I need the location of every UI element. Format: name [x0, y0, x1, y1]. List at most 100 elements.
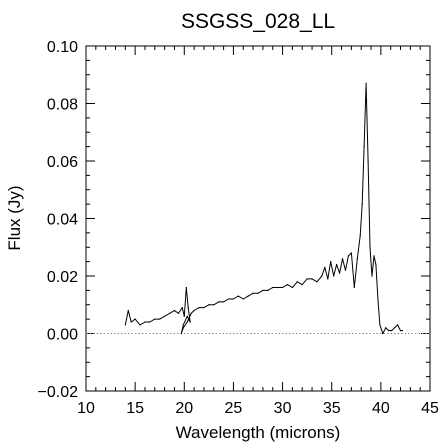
- data-point: [373, 255, 375, 257]
- data-point: [173, 309, 176, 312]
- data-point: [385, 327, 387, 329]
- data-point: [223, 301, 225, 303]
- data-point: [363, 146, 365, 148]
- data-point: [311, 278, 313, 280]
- x-tick-label: 30: [274, 400, 292, 417]
- data-point: [257, 292, 259, 294]
- data-point: [375, 263, 377, 266]
- plot-frame: [85, 45, 431, 392]
- data-point: [127, 309, 129, 312]
- data-point: [237, 295, 239, 297]
- data-point: [124, 324, 126, 326]
- data-point: [324, 266, 326, 268]
- data-point: [336, 263, 338, 266]
- data-point: [208, 304, 210, 306]
- data-point: [388, 330, 390, 332]
- data-point: [182, 327, 184, 329]
- data-point: [344, 269, 347, 271]
- chart-title: SSGSS_028_LL: [181, 10, 335, 33]
- data-point: [321, 275, 323, 277]
- data-point: [130, 321, 132, 323]
- data-point: [353, 286, 355, 289]
- data-point: [350, 252, 352, 254]
- data-point: [168, 312, 171, 314]
- data-point: [232, 298, 235, 300]
- x-axis-label: Wavelength (microns): [176, 423, 341, 442]
- data-point: [183, 315, 185, 317]
- x-tick-label: 15: [126, 400, 144, 417]
- y-tick-label: 0.06: [47, 154, 78, 171]
- data-point: [367, 160, 369, 162]
- data-point: [277, 286, 279, 289]
- x-tick-label: 10: [77, 400, 95, 417]
- data-point: [262, 289, 264, 291]
- data-point: [134, 318, 136, 320]
- data-point: [291, 286, 293, 289]
- data-point: [181, 307, 183, 309]
- data-point: [164, 315, 166, 317]
- data-point: [247, 295, 249, 297]
- data-point: [391, 330, 393, 332]
- data-point: [296, 281, 298, 283]
- data-point: [394, 327, 396, 329]
- data-point: [252, 292, 254, 294]
- data-point: [306, 278, 308, 280]
- data-point: [330, 261, 332, 263]
- x-tick-label: 35: [323, 400, 341, 417]
- data-point: [186, 321, 188, 323]
- series-layer: [86, 82, 430, 335]
- data-point: [144, 321, 146, 323]
- data-point: [347, 255, 350, 257]
- data-point: [327, 278, 329, 280]
- y-axis-label: Flux (Jy): [5, 185, 24, 250]
- data-point: [190, 312, 192, 314]
- data-point: [272, 286, 274, 289]
- x-tick-label: 40: [372, 400, 390, 417]
- y-tick-label: 0.00: [47, 327, 78, 344]
- data-point: [149, 321, 151, 323]
- data-point: [338, 272, 341, 274]
- series-line: [124, 82, 403, 334]
- data-point: [356, 258, 358, 260]
- data-point: [193, 309, 195, 312]
- data-point: [396, 324, 399, 326]
- data-point: [281, 286, 284, 289]
- data-point: [213, 304, 215, 306]
- data-point: [369, 246, 371, 248]
- data-point: [180, 332, 182, 335]
- data-point: [361, 203, 363, 205]
- y-tick-label: −0.02: [38, 384, 79, 401]
- data-point: [198, 307, 200, 309]
- data-point: [203, 307, 205, 309]
- data-point: [182, 324, 184, 326]
- data-point: [365, 82, 367, 84]
- y-tick-label: 0.04: [47, 212, 78, 229]
- data-point: [159, 318, 161, 320]
- data-point: [186, 315, 188, 317]
- data-point: [154, 318, 156, 320]
- data-point: [377, 298, 379, 300]
- data-point: [333, 275, 335, 277]
- x-tick-label: 45: [421, 400, 439, 417]
- data-point: [382, 332, 384, 335]
- x-tick-label: 25: [225, 400, 243, 417]
- data-point: [399, 330, 402, 332]
- ticks-layer: 10 15 20 25 30 35 40 45 −0.02 0.00 0.02 0.04 0.06 0.0…: [38, 39, 439, 417]
- data-point: [187, 307, 189, 309]
- data-point: [301, 284, 303, 286]
- data-point: [218, 301, 220, 303]
- data-point: [379, 324, 381, 326]
- data-point: [359, 235, 361, 237]
- data-point: [316, 281, 318, 283]
- y-tick-label: 0.08: [47, 97, 78, 114]
- x-tick-label: 20: [175, 400, 193, 417]
- data-point: [227, 298, 230, 300]
- data-point: [139, 324, 141, 326]
- y-tick-label: 0.10: [47, 39, 78, 56]
- data-point: [341, 258, 344, 260]
- data-point: [177, 312, 179, 314]
- data-point: [371, 275, 373, 277]
- data-point: [286, 284, 289, 286]
